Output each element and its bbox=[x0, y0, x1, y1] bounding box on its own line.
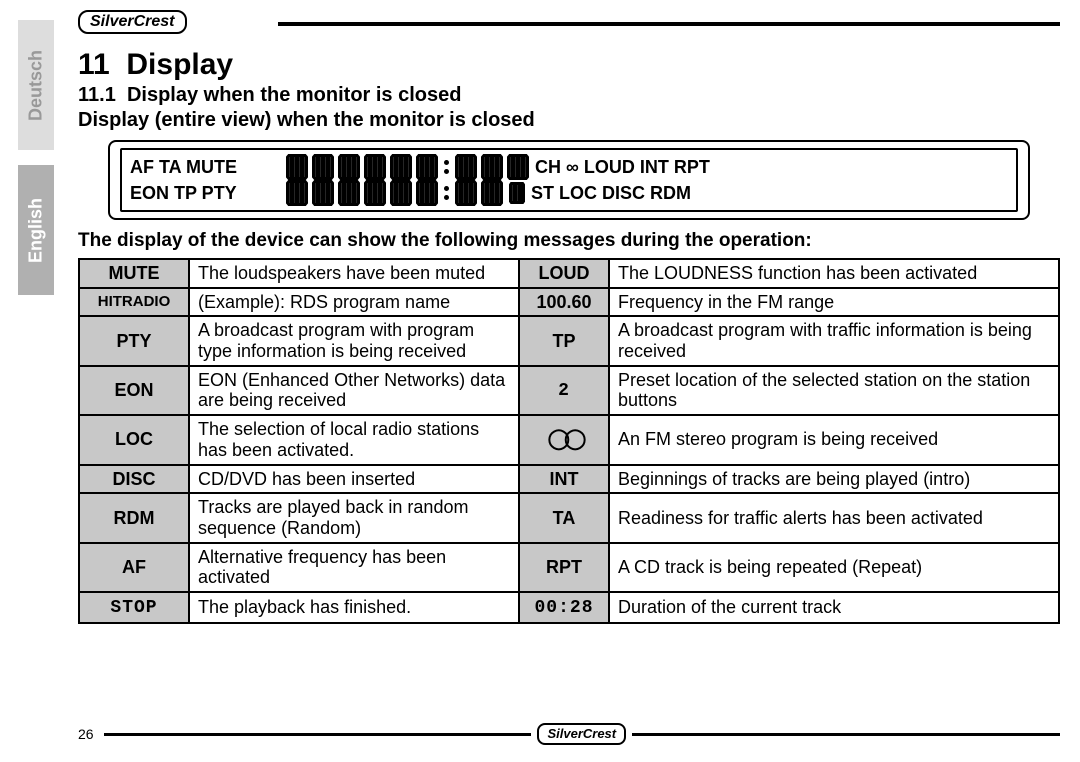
message-desc: Beginnings of tracks are being played (i… bbox=[609, 465, 1059, 494]
message-label: RDM bbox=[79, 493, 189, 542]
message-label: AF bbox=[79, 543, 189, 592]
message-label: 2 bbox=[519, 366, 609, 415]
message-label: LOC bbox=[79, 415, 189, 464]
brand-logo: SilverCrest bbox=[78, 10, 187, 34]
message-label: MUTE bbox=[79, 259, 189, 288]
message-desc: Preset location of the selected station … bbox=[609, 366, 1059, 415]
section-heading: 11 Display bbox=[78, 48, 1060, 82]
message-label: STOP bbox=[79, 592, 189, 623]
footer: 26 SilverCrest bbox=[78, 722, 1060, 746]
subsection-heading: 11.1 Display when the monitor is closed bbox=[78, 84, 1060, 107]
tab-deutsch[interactable]: Deutsch bbox=[18, 20, 54, 150]
message-desc: The playback has finished. bbox=[189, 592, 519, 623]
message-label: 100.60 bbox=[519, 288, 609, 317]
message-desc: A broadcast program with program type in… bbox=[189, 316, 519, 365]
message-desc: EON (Enhanced Other Networks) data are b… bbox=[189, 366, 519, 415]
message-desc: Duration of the current track bbox=[609, 592, 1059, 623]
display-messages-table: MUTEThe loudspeakers have been mutedLOUD… bbox=[78, 258, 1060, 624]
header-rule bbox=[278, 22, 1060, 26]
message-desc: Alternative frequency has been activated bbox=[189, 543, 519, 592]
message-desc: The loudspeakers have been muted bbox=[189, 259, 519, 288]
lcd-row2-left: EON TP PTY bbox=[130, 183, 280, 204]
lcd-row1-left: AF TA MUTE bbox=[130, 157, 280, 178]
lcd-row1-right: CH ∞ LOUD INT RPT bbox=[535, 157, 710, 178]
tab-english[interactable]: English bbox=[18, 165, 54, 295]
message-desc: The LOUDNESS function has been activated bbox=[609, 259, 1059, 288]
lcd-display-illustration: AF TA MUTE CH ∞ LOUD INT RPT EON TP PTY … bbox=[108, 140, 1030, 220]
message-label: 00:28 bbox=[519, 592, 609, 623]
message-desc: CD/DVD has been inserted bbox=[189, 465, 519, 494]
message-desc: The selection of local radio stations ha… bbox=[189, 415, 519, 464]
subsection-caption: Display (entire view) when the monitor i… bbox=[78, 109, 1060, 132]
message-label: DISC bbox=[79, 465, 189, 494]
language-sidebar: Deutsch English bbox=[0, 0, 72, 762]
page-content: 11 Display 11.1 Display when the monitor… bbox=[78, 48, 1060, 624]
message-label: EON bbox=[79, 366, 189, 415]
message-label: TP bbox=[519, 316, 609, 365]
table-intro: The display of the device can show the f… bbox=[78, 230, 1060, 252]
lcd-row2-right: ST LOC DISC RDM bbox=[531, 183, 691, 204]
message-desc: Readiness for traffic alerts has been ac… bbox=[609, 493, 1059, 542]
message-label: ◯◯ bbox=[519, 415, 609, 464]
header: SilverCrest bbox=[78, 10, 1060, 38]
footer-logo: SilverCrest bbox=[537, 723, 626, 745]
message-desc: A CD track is being repeated (Repeat) bbox=[609, 543, 1059, 592]
message-label: RPT bbox=[519, 543, 609, 592]
message-label: TA bbox=[519, 493, 609, 542]
message-desc: Tracks are played back in random sequenc… bbox=[189, 493, 519, 542]
message-label: INT bbox=[519, 465, 609, 494]
message-desc: A broadcast program with traffic informa… bbox=[609, 316, 1059, 365]
page-number: 26 bbox=[78, 726, 94, 742]
message-label: HITRADIO bbox=[79, 288, 189, 317]
message-label: PTY bbox=[79, 316, 189, 365]
message-desc: (Example): RDS program name bbox=[189, 288, 519, 317]
message-label: LOUD bbox=[519, 259, 609, 288]
message-desc: Frequency in the FM range bbox=[609, 288, 1059, 317]
message-desc: An FM stereo program is being received bbox=[609, 415, 1059, 464]
